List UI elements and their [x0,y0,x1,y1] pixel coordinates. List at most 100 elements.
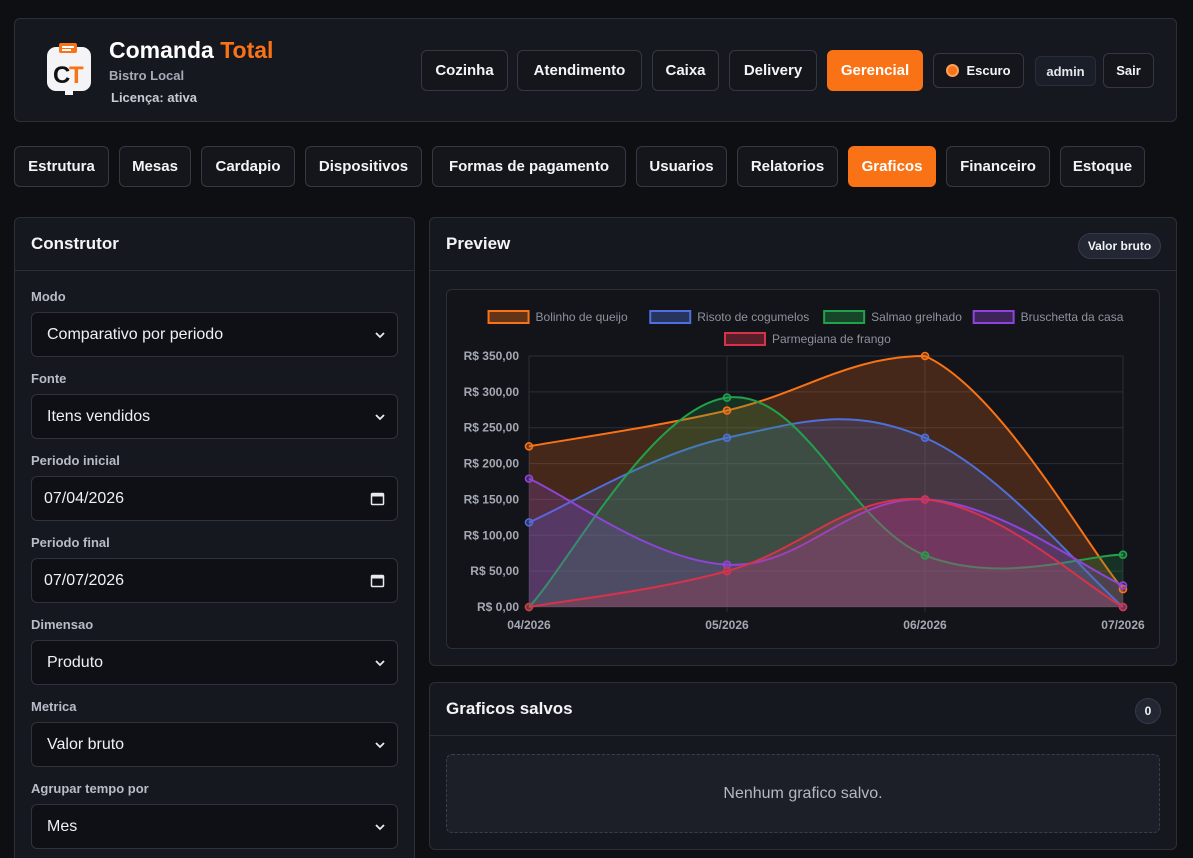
data-point [524,518,534,527]
legend-swatch [649,310,692,324]
tab-estoque[interactable]: Estoque [1060,146,1145,187]
theme-toggle-button[interactable]: Escuro [933,53,1024,88]
series-area [529,498,1123,607]
y-tick-label: R$ 200,00 [464,457,520,471]
legend-label: Salmao grelhado [871,310,962,324]
dimension-select[interactable]: Produto [31,640,398,685]
metric-select[interactable]: Valor bruto [31,722,398,767]
user-chip: admin [1035,56,1096,86]
legend-label: Bolinho de queijo [536,310,628,324]
mode-label: Modo [31,289,66,304]
legend-label: Risoto de cogumelos [697,310,809,324]
legend-swatch [487,310,530,324]
start-date-input[interactable]: 07/04/2026 [31,476,398,521]
mode-select[interactable]: Comparativo por periodo [31,312,398,357]
saved-header: Graficos salvos [430,683,1176,736]
series-area [529,356,1123,607]
chart-container: R$ 0,00 R$ 50,00 R$ 100,00 R$ 150,00 R$ 200,… [446,289,1160,649]
y-tick-label: R$ 50,00 [470,564,519,578]
chevron-down-icon [375,741,385,748]
app-logo: C T [43,41,95,97]
data-point [920,551,930,560]
data-point [722,406,732,415]
builder-panel: Construtor Modo Comparativo por periodo … [14,217,415,858]
data-point [524,474,534,483]
end-date-input[interactable]: 07/07/2026 [31,558,398,603]
data-point [920,495,930,504]
tab-estrutura[interactable]: Estrutura [14,146,109,187]
series-area [529,478,1123,607]
data-point [920,351,930,361]
group-time-label: Agrupar tempo por [31,781,149,796]
builder-title: Construtor [31,234,119,253]
y-tick-label: R$ 100,00 [464,528,520,542]
calendar-icon[interactable] [370,491,385,506]
tab-cardapio[interactable]: Cardapio [201,146,295,187]
tab-formas-de-pagamento[interactable]: Formas de pagamento [432,146,626,187]
y-tick-label: R$ 350,00 [464,349,520,363]
tab-financeiro[interactable]: Financeiro [946,146,1050,187]
legend-label: Bruschetta da casa [1021,310,1124,324]
source-select[interactable]: Itens vendidos [31,394,398,439]
legend-swatch [823,310,866,324]
x-tick-label: 07/2026 [1101,618,1145,632]
x-tick-label: 05/2026 [705,618,749,632]
nav-caixa[interactable]: Caixa [652,50,719,91]
chevron-down-icon [375,659,385,666]
series-line [528,497,1124,608]
series-line [528,354,1124,590]
metric-label: Metrica [31,699,77,714]
y-tick-label: R$ 0,00 [477,600,519,614]
calendar-icon[interactable] [370,573,385,588]
theme-dot-icon [946,64,960,77]
chevron-down-icon [375,823,385,830]
tab-mesas[interactable]: Mesas [119,146,191,187]
series-line [528,477,1124,587]
saved-title: Graficos salvos [446,699,573,718]
nav-gerencial[interactable]: Gerencial [827,50,923,91]
app-title-accent: Total [220,37,274,63]
area-chart: R$ 0,00 R$ 50,00 R$ 100,00 R$ 150,00 R$ 200,… [464,310,1145,632]
source-label: Fonte [31,371,67,386]
tab-relatorios[interactable]: Relatorios [737,146,838,187]
chevron-down-icon [375,331,385,338]
data-point [1118,602,1128,612]
data-point [722,566,732,576]
data-point [524,442,534,451]
legend-swatch [724,332,766,346]
saved-count-badge: 0 [1135,698,1161,724]
legend-swatch [972,310,1015,324]
tab-dispositivos[interactable]: Dispositivos [305,146,422,187]
data-point [722,433,732,443]
svg-text:C: C [53,62,70,89]
nav-cozinha[interactable]: Cozinha [421,50,508,91]
data-point [524,602,534,612]
x-tick-label: 04/2026 [507,618,551,632]
x-tick-label: 06/2026 [903,618,947,632]
preview-title: Preview [446,234,511,253]
y-tick-label: R$ 250,00 [464,421,520,435]
data-point [1118,581,1128,590]
saved-charts-panel: Graficos salvos 0 Nenhum grafico salvo. [429,682,1177,850]
end-date-label: Periodo final [31,535,110,550]
preview-header: Preview [430,218,1176,271]
restaurant-name: Bistro Local [109,68,185,83]
dimension-label: Dimensao [31,617,94,632]
start-date-label: Periodo inicial [31,453,120,468]
nav-delivery[interactable]: Delivery [729,50,817,91]
app-header: C T Comanda Total Bistro Local Licença: … [14,18,1177,122]
data-point [920,433,930,443]
tab-graficos[interactable]: Graficos [848,146,936,187]
tab-usuarios[interactable]: Usuarios [636,146,727,187]
data-point [1118,550,1128,559]
data-point [722,393,732,402]
chevron-down-icon [375,413,385,420]
series-line [528,396,1124,608]
nav-atendimento[interactable]: Atendimento [517,50,642,91]
group-time-select[interactable]: Mes [31,804,398,849]
series-line [528,418,1124,608]
preview-panel: Preview Valor bruto R$ 0,00 R$ 50,00 R$ 10… [429,217,1177,666]
logout-button[interactable]: Sair [1103,53,1154,88]
y-tick-label: R$ 150,00 [464,492,520,506]
y-tick-label: R$ 300,00 [464,385,520,399]
